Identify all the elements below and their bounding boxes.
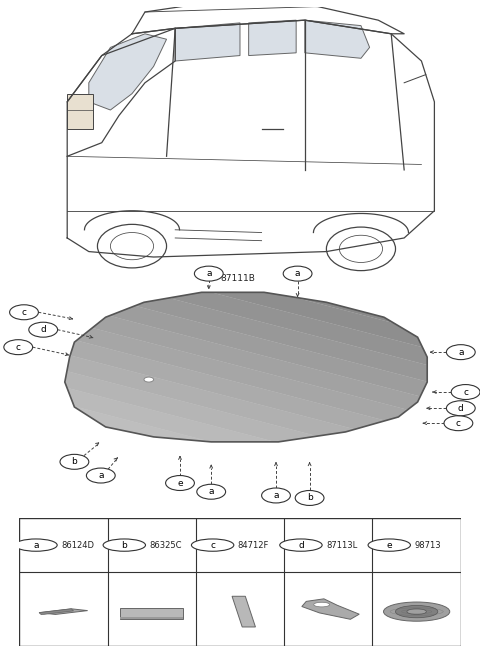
- Circle shape: [446, 344, 475, 359]
- Polygon shape: [120, 617, 183, 619]
- Circle shape: [144, 377, 154, 382]
- Polygon shape: [120, 608, 183, 619]
- Polygon shape: [0, 204, 480, 346]
- Text: b: b: [307, 493, 312, 502]
- Text: a: a: [206, 269, 212, 278]
- Circle shape: [446, 401, 475, 416]
- Polygon shape: [0, 304, 480, 445]
- Polygon shape: [39, 609, 73, 615]
- Circle shape: [444, 416, 473, 431]
- Polygon shape: [0, 237, 480, 379]
- Circle shape: [407, 609, 426, 615]
- Text: b: b: [72, 457, 77, 466]
- Circle shape: [4, 340, 33, 355]
- Polygon shape: [305, 20, 370, 58]
- Circle shape: [197, 484, 226, 499]
- Circle shape: [86, 468, 115, 483]
- Text: 98713: 98713: [414, 541, 441, 550]
- Text: a: a: [458, 348, 464, 357]
- Text: e: e: [386, 541, 392, 550]
- Text: 86124D: 86124D: [61, 541, 94, 550]
- Text: b: b: [121, 541, 127, 550]
- Polygon shape: [175, 23, 240, 61]
- Text: e: e: [177, 478, 183, 487]
- Circle shape: [451, 384, 480, 400]
- Polygon shape: [0, 437, 480, 578]
- Polygon shape: [232, 596, 255, 627]
- Polygon shape: [0, 321, 480, 462]
- Circle shape: [396, 605, 438, 618]
- Text: d: d: [298, 541, 304, 550]
- Circle shape: [29, 322, 58, 337]
- Polygon shape: [0, 254, 480, 396]
- Circle shape: [15, 539, 57, 551]
- Circle shape: [192, 539, 234, 551]
- Text: c: c: [463, 388, 468, 396]
- Circle shape: [295, 491, 324, 505]
- Polygon shape: [302, 599, 359, 619]
- Text: a: a: [208, 487, 214, 496]
- Polygon shape: [0, 188, 480, 329]
- Polygon shape: [39, 609, 88, 615]
- Text: d: d: [40, 325, 46, 334]
- Circle shape: [384, 602, 450, 621]
- Circle shape: [283, 266, 312, 281]
- Text: c: c: [22, 308, 26, 317]
- Text: a: a: [295, 269, 300, 278]
- Circle shape: [280, 539, 322, 551]
- Polygon shape: [0, 287, 480, 428]
- Text: c: c: [210, 541, 215, 550]
- Polygon shape: [0, 453, 480, 595]
- Text: 87113L: 87113L: [326, 541, 358, 550]
- Polygon shape: [0, 420, 480, 562]
- Polygon shape: [89, 34, 167, 110]
- Circle shape: [10, 305, 38, 319]
- Text: d: d: [458, 403, 464, 413]
- Circle shape: [368, 539, 410, 551]
- Polygon shape: [65, 293, 427, 442]
- Circle shape: [103, 539, 145, 551]
- Text: 84712F: 84712F: [238, 541, 269, 550]
- Polygon shape: [0, 221, 480, 362]
- Polygon shape: [0, 271, 480, 412]
- Polygon shape: [249, 20, 296, 56]
- Polygon shape: [0, 387, 480, 528]
- Text: a: a: [98, 471, 104, 480]
- Polygon shape: [0, 337, 480, 478]
- Text: a: a: [273, 491, 279, 500]
- Text: 86325C: 86325C: [149, 541, 182, 550]
- Circle shape: [314, 602, 330, 607]
- Polygon shape: [67, 94, 93, 129]
- Circle shape: [262, 488, 290, 503]
- Polygon shape: [0, 354, 480, 495]
- Polygon shape: [0, 470, 480, 611]
- Circle shape: [194, 266, 223, 281]
- Circle shape: [166, 476, 194, 491]
- Polygon shape: [0, 371, 480, 512]
- Text: a: a: [33, 541, 39, 550]
- Text: c: c: [16, 342, 21, 352]
- Circle shape: [60, 455, 89, 469]
- Text: c: c: [456, 419, 461, 428]
- Text: 87111B: 87111B: [221, 274, 256, 283]
- Polygon shape: [0, 403, 480, 545]
